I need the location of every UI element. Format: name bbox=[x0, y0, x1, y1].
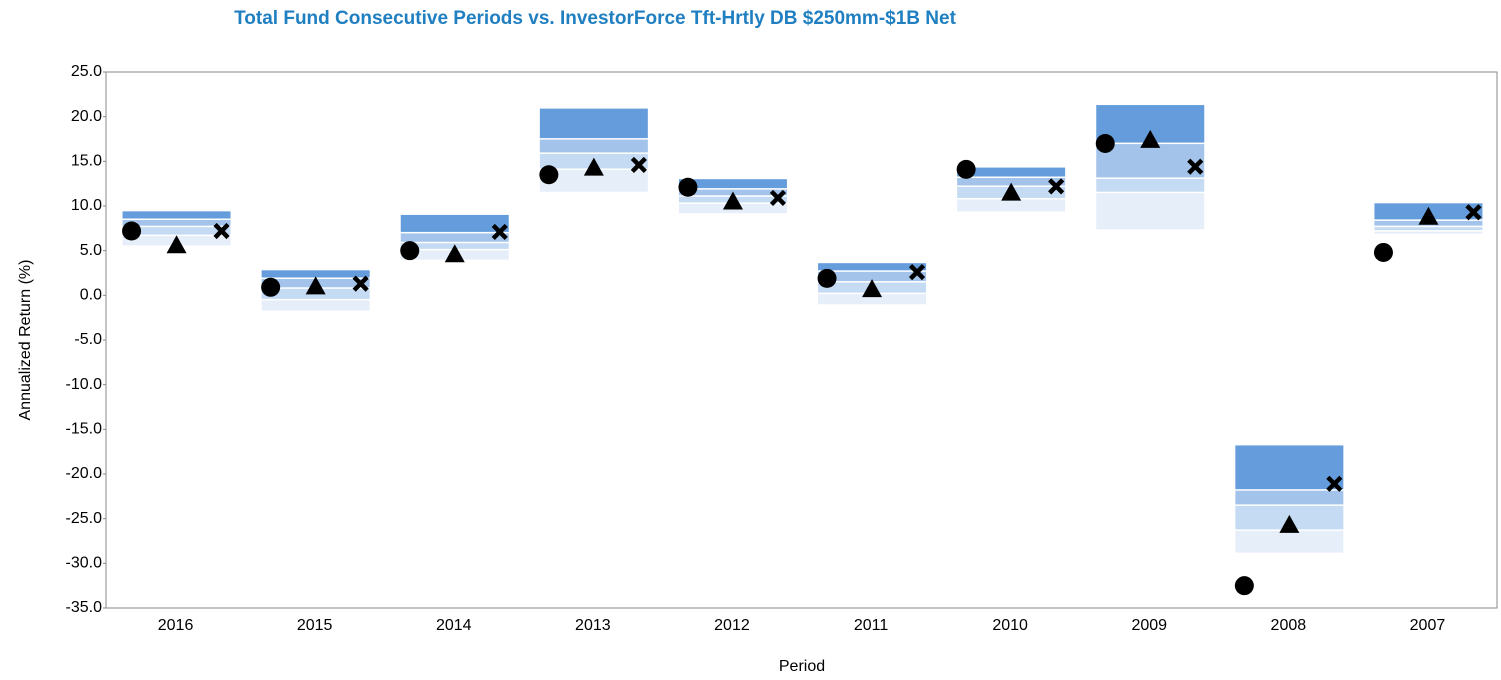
percentile-box bbox=[122, 211, 231, 219]
marker-triangle bbox=[305, 276, 326, 295]
y-tick-label: 0.0 bbox=[80, 287, 102, 304]
marker-triangle bbox=[1140, 129, 1161, 148]
percentile-box bbox=[1235, 445, 1344, 490]
x-tick-label: 2008 bbox=[1271, 617, 1307, 634]
marker-triangle bbox=[1001, 182, 1022, 201]
percentile-box bbox=[122, 227, 231, 235]
x-tick-label: 2007 bbox=[1410, 617, 1446, 634]
percentile-box bbox=[818, 263, 927, 271]
marker-circle bbox=[956, 159, 976, 179]
marker-circle bbox=[1095, 133, 1115, 153]
percentile-box bbox=[818, 294, 927, 305]
y-tick-label: 10.0 bbox=[71, 197, 102, 214]
x-tick-label: 2014 bbox=[436, 617, 472, 634]
percentile-box bbox=[261, 270, 370, 278]
percentile-box bbox=[1374, 231, 1483, 234]
chart-title: Total Fund Consecutive Periods vs. Inves… bbox=[234, 8, 956, 29]
y-tick-label: -15.0 bbox=[66, 421, 103, 438]
marker-circle bbox=[817, 268, 837, 288]
marker-circle bbox=[122, 221, 142, 241]
percentile-box bbox=[678, 179, 787, 189]
x-tick-label: 2009 bbox=[1131, 617, 1167, 634]
y-tick-label: 15.0 bbox=[71, 153, 102, 170]
marker-circle bbox=[261, 277, 281, 297]
marker-cross bbox=[1465, 204, 1482, 221]
marker-circle bbox=[678, 177, 698, 197]
percentile-box bbox=[957, 199, 1066, 212]
y-tick-label: -25.0 bbox=[66, 510, 103, 527]
percentile-box bbox=[1096, 193, 1205, 230]
y-tick-label: -5.0 bbox=[74, 331, 102, 348]
x-tick-label: 2013 bbox=[575, 617, 611, 634]
percentile-box bbox=[957, 167, 1066, 177]
percentile-box bbox=[400, 214, 509, 232]
y-tick-label: -10.0 bbox=[66, 376, 103, 393]
percentile-box bbox=[957, 178, 1066, 186]
marker-triangle bbox=[166, 235, 187, 254]
y-axis-label: Annualized Return (%) bbox=[17, 260, 34, 421]
marker-triangle bbox=[1279, 514, 1300, 533]
percentile-box bbox=[1235, 530, 1344, 553]
marker-cross bbox=[630, 156, 647, 173]
x-tick-label: 2012 bbox=[714, 617, 750, 634]
percentile-box bbox=[1096, 178, 1205, 192]
y-tick-label: -30.0 bbox=[66, 555, 103, 572]
x-tick-label: 2011 bbox=[854, 617, 889, 634]
marker-cross bbox=[1048, 178, 1065, 195]
percentile-box bbox=[1235, 490, 1344, 505]
percentile-box bbox=[261, 300, 370, 311]
marker-cross bbox=[908, 264, 926, 281]
x-tick-label: 2015 bbox=[297, 617, 333, 634]
marker-cross bbox=[1326, 475, 1343, 492]
percentile-box bbox=[539, 169, 648, 192]
y-tick-label: 5.0 bbox=[80, 242, 102, 259]
percentile-box bbox=[539, 139, 648, 153]
percentile-box bbox=[539, 108, 648, 139]
marker-circle bbox=[400, 241, 420, 261]
percentile-box bbox=[1374, 227, 1483, 231]
marker-triangle bbox=[862, 279, 883, 298]
marker-triangle bbox=[1418, 206, 1439, 225]
y-tick-label: -20.0 bbox=[66, 465, 103, 482]
x-axis-label: Period bbox=[779, 658, 825, 675]
marker-cross bbox=[352, 275, 369, 292]
marker-circle bbox=[1234, 576, 1254, 596]
y-tick-label: 25.0 bbox=[71, 63, 102, 80]
marker-cross bbox=[213, 222, 230, 240]
x-tick-label: 2010 bbox=[992, 617, 1028, 634]
marker-triangle bbox=[444, 244, 465, 263]
marker-triangle bbox=[583, 157, 604, 176]
percentile-box bbox=[818, 271, 927, 282]
marker-cross bbox=[769, 189, 787, 207]
y-tick-label: 20.0 bbox=[71, 108, 102, 125]
marker-circle bbox=[1373, 242, 1393, 262]
percentile-box bbox=[400, 233, 509, 242]
percentile-box bbox=[122, 220, 231, 226]
marker-circle bbox=[539, 165, 559, 185]
y-tick-label: -35.0 bbox=[66, 599, 103, 616]
x-tick-label: 2016 bbox=[158, 617, 194, 634]
marker-triangle bbox=[722, 191, 743, 210]
percentile-box bbox=[1096, 144, 1205, 178]
marker-cross bbox=[491, 223, 508, 240]
marker-cross bbox=[1187, 158, 1204, 175]
